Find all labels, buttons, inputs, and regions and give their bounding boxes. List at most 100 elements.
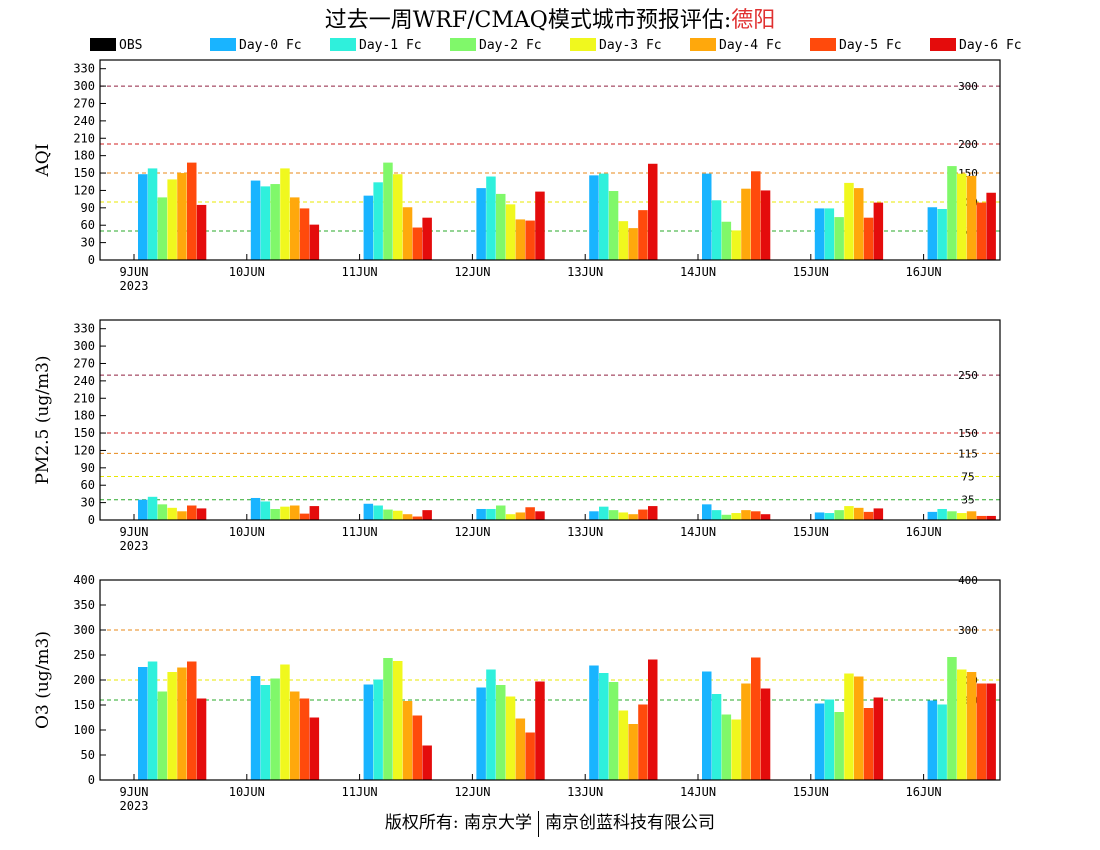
bar-day-3-fc-14jun	[731, 230, 741, 260]
bar-day-1-fc-11jun	[373, 182, 383, 260]
y-tick-label: 60	[81, 218, 95, 232]
bar-day-1-fc-13jun	[599, 506, 609, 520]
bar-day-5-fc-10jun	[299, 513, 310, 520]
bar-day-3-fc-16jun	[957, 513, 967, 520]
bar-day-5-fc-13jun	[638, 509, 648, 520]
bar-day-2-fc-10jun	[270, 678, 280, 780]
y-tick-label: 400	[73, 573, 95, 587]
bar-day-6-fc-11jun	[422, 217, 432, 260]
bar-day-4-fc-16jun	[966, 672, 977, 780]
bar-day-5-fc-12jun	[525, 507, 535, 520]
bar-day-0-fc-16jun	[927, 207, 938, 260]
y-tick-label: 180	[73, 409, 95, 423]
y-tick-label: 30	[81, 496, 95, 510]
x-tick-label-16jun: 16JUN	[906, 785, 942, 799]
y-tick-label: 100	[73, 723, 95, 737]
y-tick-label: 120	[73, 183, 95, 197]
x-tick-label-11jun: 11JUN	[342, 265, 378, 279]
bar-day-2-fc-11jun	[383, 658, 393, 780]
bar-day-2-fc-13jun	[608, 510, 619, 520]
bar-day-5-fc-14jun	[751, 657, 761, 780]
bar-day-6-fc-12jun	[535, 191, 545, 260]
bar-day-1-fc-10jun	[260, 186, 271, 260]
x-year-label: 2023	[120, 279, 149, 293]
x-tick-label-13jun: 13JUN	[567, 265, 603, 279]
bar-day-3-fc-9jun	[167, 672, 177, 780]
bar-day-4-fc-12jun	[515, 219, 526, 260]
bar-day-3-fc-15jun	[844, 182, 854, 260]
bar-day-0-fc-15jun	[814, 703, 825, 780]
threshold-label-200: 200	[958, 138, 978, 151]
legend-swatch-day-3-fc	[570, 38, 596, 51]
bar-day-1-fc-15jun	[824, 699, 835, 780]
plot-frame	[99, 59, 1001, 261]
title-city: 德阳	[731, 8, 776, 33]
y-tick-label: 350	[73, 598, 95, 612]
legend: OBS Day-0 Fc Day-1 Fc Day-2 Fc Day-3 Fc Day-4…	[90, 38, 1022, 53]
bar-day-4-fc-10jun	[290, 505, 300, 520]
threshold-label-35: 35	[961, 494, 974, 507]
x-year-label: 2023	[120, 799, 149, 813]
bar-day-2-fc-10jun	[270, 508, 280, 520]
x-tick-label-12jun: 12JUN	[454, 785, 490, 799]
panel-1: 5010015020030003060901201501802102402703…	[33, 59, 1001, 293]
y-tick-label: 0	[88, 513, 95, 527]
bar-day-1-fc-9jun	[147, 661, 158, 780]
bar-day-3-fc-12jun	[505, 514, 516, 520]
bar-day-3-fc-10jun	[280, 168, 290, 260]
x-tick-label-11jun: 11JUN	[342, 525, 378, 539]
bar-day-1-fc-10jun	[260, 501, 271, 520]
x-tick-label-12jun: 12JUN	[454, 265, 490, 279]
bar-day-6-fc-15jun	[873, 697, 884, 780]
bar-day-1-fc-15jun	[824, 208, 835, 260]
bar-day-3-fc-11jun	[393, 510, 403, 520]
y-tick-label: 180	[73, 149, 95, 163]
bar-day-2-fc-10jun	[270, 184, 280, 260]
bar-day-2-fc-16jun	[947, 166, 957, 260]
bar-day-4-fc-13jun	[628, 514, 638, 520]
bar-day-5-fc-9jun	[187, 162, 197, 260]
x-tick-label-12jun: 12JUN	[454, 525, 490, 539]
bar-day-3-fc-16jun	[957, 173, 967, 260]
x-tick-label-13jun: 13JUN	[567, 525, 603, 539]
bar-day-6-fc-16jun	[986, 515, 996, 520]
bar-day-0-fc-11jun	[363, 503, 374, 520]
bar-day-3-fc-15jun	[844, 673, 854, 780]
bar-day-6-fc-15jun	[873, 508, 884, 520]
threshold-label-250: 250	[958, 369, 978, 382]
bar-day-3-fc-11jun	[393, 174, 403, 260]
bar-day-1-fc-14jun	[711, 200, 722, 260]
legend-swatch-day-6-fc	[930, 38, 956, 51]
bar-day-0-fc-15jun	[814, 512, 825, 520]
legend-label-day-5-fc: Day-5 Fc	[839, 38, 902, 53]
bar-day-1-fc-14jun	[711, 510, 722, 520]
bar-day-4-fc-12jun	[515, 718, 526, 780]
legend-label-day-4-fc: Day-4 Fc	[719, 38, 782, 53]
bar-day-4-fc-16jun	[966, 511, 977, 520]
bar-day-3-fc-10jun	[280, 664, 290, 780]
bar-day-0-fc-16jun	[927, 700, 938, 780]
bar-day-6-fc-12jun	[535, 681, 545, 780]
bar-day-5-fc-9jun	[187, 505, 197, 520]
bar-day-2-fc-14jun	[721, 221, 732, 260]
bar-day-0-fc-13jun	[589, 175, 599, 260]
bar-day-6-fc-11jun	[422, 745, 432, 780]
bar-day-3-fc-13jun	[618, 710, 629, 780]
legend-swatch-obs	[90, 38, 116, 51]
footer-left: 版权所有: 南京大学	[384, 813, 533, 833]
bar-day-5-fc-14jun	[751, 511, 761, 520]
bar-day-2-fc-9jun	[157, 691, 168, 780]
plot-frame	[99, 319, 1001, 521]
x-tick-label-11jun: 11JUN	[342, 785, 378, 799]
bar-day-1-fc-16jun	[937, 208, 947, 260]
bar-day-3-fc-12jun	[505, 696, 516, 780]
bar-day-5-fc-13jun	[638, 704, 648, 780]
bar-day-3-fc-16jun	[957, 669, 967, 780]
y-tick-label: 330	[73, 322, 95, 336]
bar-day-5-fc-12jun	[525, 732, 535, 780]
y-tick-label: 200	[73, 673, 95, 687]
x-tick-label-15jun: 15JUN	[793, 265, 829, 279]
bar-day-4-fc-12jun	[515, 512, 526, 520]
legend-swatch-day-4-fc	[690, 38, 716, 51]
bar-day-0-fc-13jun	[589, 511, 599, 520]
